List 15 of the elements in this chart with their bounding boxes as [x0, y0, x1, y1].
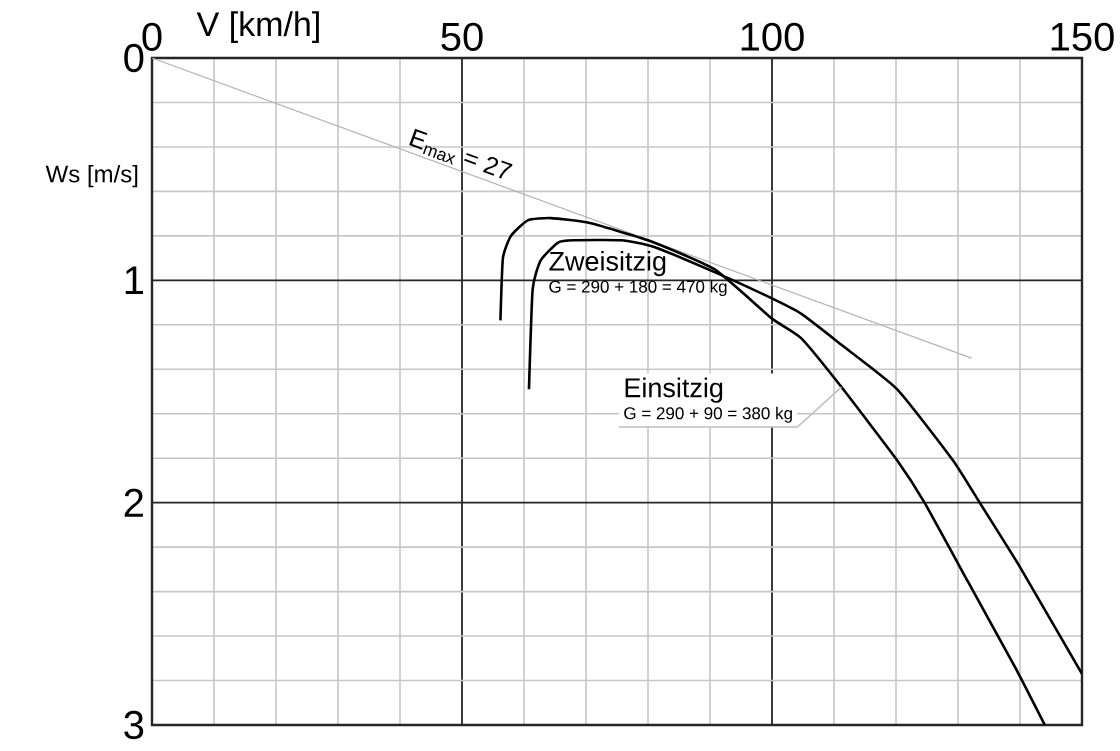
y-tick-label: 1: [125, 266, 143, 295]
annotation: E$_{max}$ = 27: [409, 128, 513, 179]
annotation: G = 290 + 90 = 380 kg: [624, 406, 792, 423]
x-axis-title: V [km/h]: [196, 11, 319, 43]
x-tick-label: 50: [441, 22, 483, 51]
y-axis-title: Ws [m/s]: [45, 164, 138, 188]
x-tick-label: 0: [142, 22, 162, 51]
y-tick-label: 2: [124, 488, 143, 517]
y-tick-label: 3: [124, 710, 144, 740]
x-tick-label: 150: [1051, 22, 1114, 51]
series-label: Zweisitzig: [549, 250, 666, 277]
x-tick-label: 100: [741, 22, 804, 51]
y-tick-label: 0: [124, 43, 144, 73]
annotation: G = 290 + 180 = 470 kg: [549, 280, 727, 297]
text: Einsitzig: [625, 377, 723, 403]
